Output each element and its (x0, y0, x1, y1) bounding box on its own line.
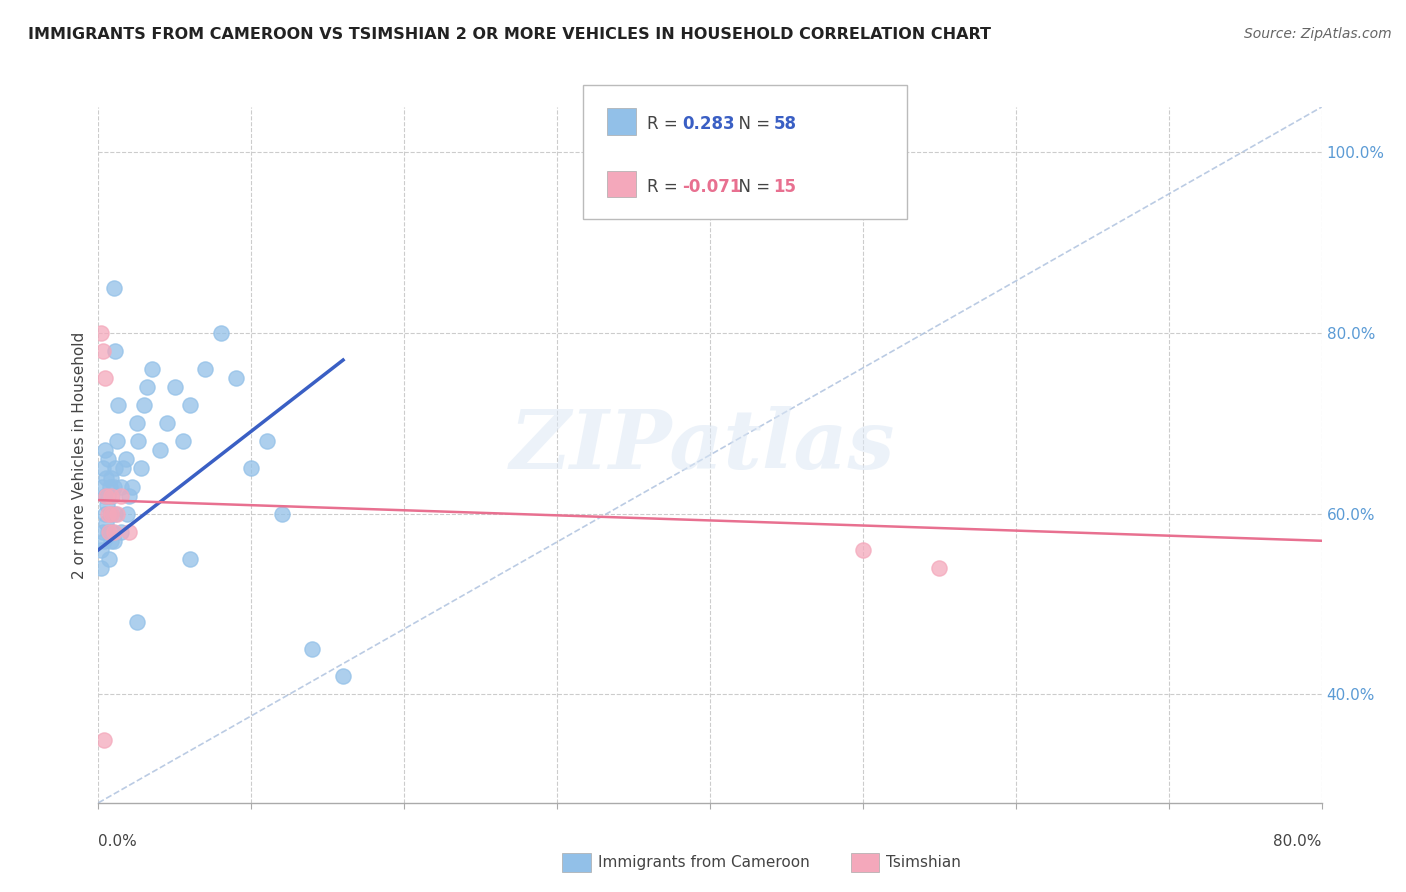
Point (209, 326, 232, 340)
Point (256, 434, 278, 449)
Text: 15: 15 (773, 178, 796, 195)
Point (125, 417, 148, 431)
Point (100, 507, 122, 521)
Point (90, 561, 112, 575)
Point (104, 344, 127, 359)
Point (121, 479, 143, 493)
Point (240, 461, 263, 475)
Point (928, 561, 950, 575)
Point (141, 362, 163, 376)
Point (94, 489, 117, 503)
Text: N =: N = (728, 115, 776, 133)
Point (103, 533, 125, 548)
Point (270, 507, 294, 521)
Point (96, 498, 118, 512)
Point (101, 489, 124, 503)
Point (163, 380, 186, 394)
Point (100, 489, 122, 503)
Point (103, 479, 125, 493)
Point (100, 507, 122, 521)
Point (101, 524, 124, 539)
Point (91, 524, 114, 539)
Point (94, 516, 117, 530)
Point (93, 443, 115, 458)
Text: ZIPatlas: ZIPatlas (510, 406, 896, 486)
Point (110, 479, 132, 493)
Text: Source: ZipAtlas.com: Source: ZipAtlas.com (1244, 27, 1392, 41)
Point (852, 542, 875, 557)
Point (179, 551, 201, 566)
Point (97, 507, 120, 521)
Point (136, 380, 159, 394)
Point (129, 461, 152, 475)
Point (91, 461, 114, 475)
Text: IMMIGRANTS FROM CAMEROON VS TSIMSHIAN 2 OR MORE VEHICLES IN HOUSEHOLD CORRELATIO: IMMIGRANTS FROM CAMEROON VS TSIMSHIAN 2 … (28, 27, 991, 42)
Point (98, 479, 121, 493)
Point (103, 281, 125, 295)
Point (107, 398, 129, 412)
Text: Tsimshian: Tsimshian (886, 855, 960, 870)
Point (118, 524, 141, 539)
Point (301, 642, 323, 657)
Point (98, 524, 121, 539)
Point (93, 732, 115, 747)
Point (93, 507, 115, 521)
Point (110, 524, 132, 539)
Text: N =: N = (728, 178, 776, 195)
Point (93, 371, 115, 385)
Point (93, 533, 115, 548)
Point (118, 489, 141, 503)
Text: -0.071: -0.071 (682, 178, 741, 195)
Point (127, 434, 149, 449)
Point (105, 434, 128, 449)
Point (91, 479, 114, 493)
Point (225, 371, 247, 385)
Point (332, 669, 354, 683)
Point (91, 344, 114, 359)
Text: R =: R = (647, 115, 683, 133)
Text: 0.0%: 0.0% (98, 834, 138, 849)
Point (110, 489, 132, 503)
Point (94, 489, 117, 503)
Point (90, 326, 112, 340)
Point (100, 470, 122, 484)
Point (100, 533, 122, 548)
Point (134, 398, 156, 412)
Point (90, 542, 112, 557)
Point (105, 507, 128, 521)
Point (104, 507, 127, 521)
Point (149, 443, 172, 458)
Text: 80.0%: 80.0% (1274, 834, 1322, 849)
Point (117, 507, 139, 521)
Text: R =: R = (647, 178, 683, 195)
Point (103, 524, 125, 539)
Point (94, 470, 117, 484)
Point (115, 452, 138, 467)
Text: 58: 58 (773, 115, 796, 133)
Point (97, 524, 120, 539)
Point (179, 398, 201, 412)
Point (97, 452, 120, 467)
Point (104, 461, 127, 475)
Point (97, 489, 120, 503)
Point (111, 461, 134, 475)
Point (172, 434, 194, 449)
Text: 0.283: 0.283 (682, 115, 734, 133)
Point (194, 362, 217, 376)
Y-axis label: 2 or more Vehicles in Household: 2 or more Vehicles in Household (72, 331, 87, 579)
Point (156, 417, 179, 431)
Text: Immigrants from Cameroon: Immigrants from Cameroon (598, 855, 810, 870)
Point (98, 551, 121, 566)
Point (125, 615, 148, 629)
